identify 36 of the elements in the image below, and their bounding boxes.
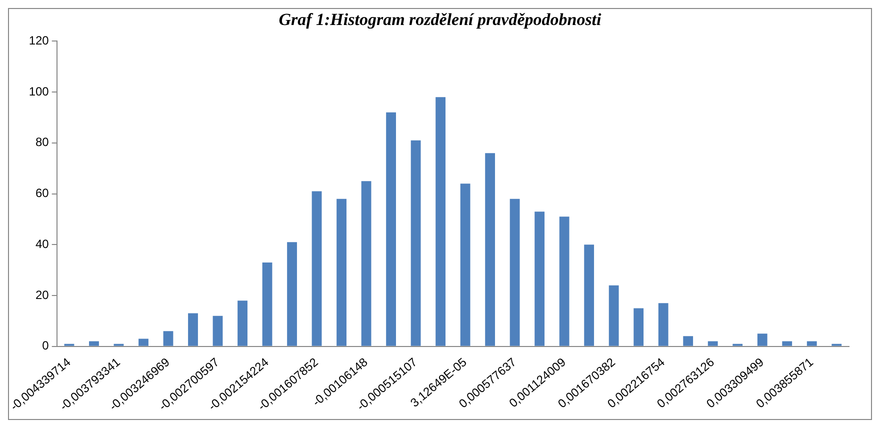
bar [757, 334, 768, 346]
bar [683, 336, 694, 346]
bar [138, 338, 148, 346]
bar [460, 184, 470, 346]
bar [436, 97, 446, 346]
y-tick-label: 60 [35, 186, 50, 200]
bar [361, 181, 372, 346]
bar [287, 242, 297, 346]
bar [806, 341, 817, 346]
bar [336, 198, 346, 346]
y-tick-label: 100 [28, 84, 50, 98]
bar [534, 212, 545, 346]
bar [89, 341, 99, 346]
bar [163, 331, 174, 346]
bar [238, 300, 248, 346]
y-tick-label: 40 [35, 236, 50, 251]
bar [262, 262, 272, 346]
bar [212, 316, 223, 346]
y-tick-label: 0 [42, 338, 50, 353]
bar [608, 285, 619, 346]
bar [188, 313, 198, 346]
bar [312, 191, 322, 346]
bar [658, 303, 668, 346]
bar [386, 112, 396, 346]
y-tick-label: 20 [35, 288, 50, 302]
bar [485, 153, 496, 346]
bar [510, 198, 520, 346]
bar [634, 308, 644, 346]
bar [584, 244, 594, 346]
y-tick-label: 120 [28, 34, 50, 48]
bar [782, 341, 792, 346]
y-tick-label: 80 [35, 135, 50, 150]
chart-title: Graf 1:Histogram rozdělení pravděpodobnosti [278, 9, 602, 31]
bar [708, 341, 718, 346]
bar [410, 140, 421, 346]
bar [559, 216, 570, 346]
